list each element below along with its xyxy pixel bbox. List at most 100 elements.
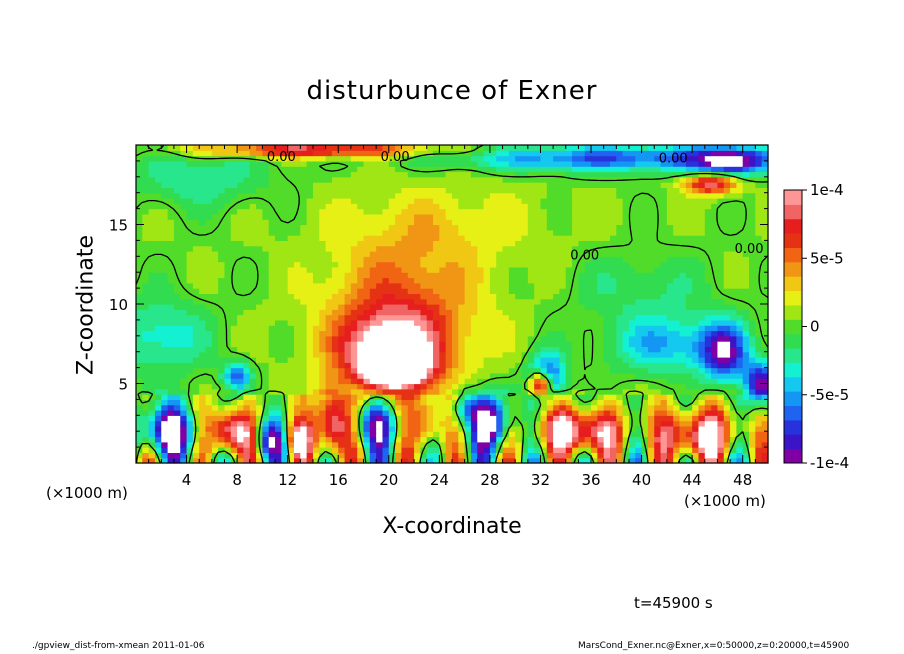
heatmap-cell	[357, 415, 365, 422]
heatmap-cell	[369, 155, 377, 162]
heatmap-cell	[331, 256, 339, 263]
heatmap-cell	[294, 266, 301, 273]
heatmap-cell	[433, 160, 440, 167]
heatmap-cell	[502, 367, 510, 374]
heatmap-cell	[610, 372, 617, 379]
heatmap-cell	[610, 293, 617, 300]
heatmap-cell	[578, 447, 586, 453]
heatmap-cell	[294, 245, 301, 252]
heatmap-cell	[192, 319, 200, 326]
heatmap-cell	[452, 362, 459, 369]
heatmap-cell	[376, 166, 384, 173]
heatmap-cell	[426, 383, 434, 390]
heatmap-cell	[527, 240, 535, 247]
heatmap-cell	[546, 357, 554, 363]
heatmap-cell	[262, 203, 270, 210]
heatmap-cell	[262, 240, 270, 247]
heatmap-cell	[464, 314, 472, 321]
heatmap-cell	[496, 229, 504, 236]
heatmap-cell	[591, 415, 598, 422]
heatmap-cell	[603, 420, 611, 427]
heatmap-cell	[173, 304, 181, 310]
heatmap-cell	[508, 256, 516, 263]
heatmap-cell	[616, 224, 624, 231]
heatmap-cell	[224, 457, 232, 464]
heatmap-cell	[167, 362, 175, 369]
heatmap-cell	[382, 362, 390, 369]
heatmap-cell	[515, 351, 523, 358]
heatmap-cell	[312, 192, 320, 199]
heatmap-cell	[540, 251, 548, 257]
heatmap-cell	[237, 325, 245, 332]
heatmap-cell	[407, 235, 415, 241]
heatmap-cell	[622, 452, 630, 459]
heatmap-cell	[287, 319, 295, 326]
heatmap-cell	[483, 399, 491, 406]
heatmap-cell	[186, 251, 194, 257]
heatmap-cell	[591, 298, 598, 305]
heatmap-cell	[578, 150, 586, 157]
heatmap-cell	[654, 314, 662, 321]
heatmap-cell	[275, 155, 282, 162]
heatmap-cell	[268, 155, 276, 162]
heatmap-cell	[572, 277, 579, 284]
heatmap-cell	[452, 160, 459, 167]
heatmap-cell	[281, 288, 289, 294]
heatmap-cell	[578, 415, 586, 422]
heatmap-cell	[647, 319, 655, 326]
heatmap-cell	[357, 176, 365, 183]
heatmap-cell	[199, 171, 207, 178]
heatmap-cell	[597, 145, 605, 151]
heatmap-cell	[167, 335, 175, 342]
heatmap-cell	[603, 410, 611, 416]
heatmap-cell	[262, 330, 270, 337]
heatmap-cell	[382, 224, 390, 231]
heatmap-cell	[218, 357, 226, 363]
x-unit-label-right: (×1000 m)	[684, 492, 766, 510]
heatmap-cell	[136, 362, 143, 369]
heatmap-cell	[167, 298, 175, 305]
heatmap-cell	[540, 346, 548, 353]
heatmap-cell	[464, 219, 472, 226]
heatmap-cell	[502, 213, 510, 220]
heatmap-cell	[173, 166, 181, 173]
heatmap-cell	[559, 357, 567, 363]
heatmap-cell	[281, 341, 289, 347]
heatmap-cell	[610, 457, 617, 464]
heatmap-cell	[565, 388, 573, 395]
heatmap-cell	[262, 425, 270, 432]
heatmap-cell	[641, 383, 649, 390]
heatmap-cell	[414, 372, 421, 379]
heatmap-cell	[173, 420, 181, 427]
heatmap-cell	[142, 182, 150, 188]
heatmap-cell	[527, 415, 535, 422]
heatmap-cell	[363, 288, 371, 294]
heatmap-cell	[420, 357, 428, 363]
heatmap-cell	[572, 240, 579, 247]
heatmap-cell	[635, 425, 643, 432]
heatmap-cell	[376, 256, 384, 263]
heatmap-cell	[262, 351, 270, 358]
heatmap-cell	[628, 431, 636, 438]
heatmap-cell	[521, 394, 529, 400]
heatmap-cell	[616, 203, 624, 210]
heatmap-cell	[357, 282, 365, 289]
heatmap-cell	[363, 198, 371, 204]
heatmap-cell	[445, 404, 453, 411]
heatmap-cell	[635, 304, 643, 310]
heatmap-cell	[553, 182, 561, 188]
heatmap-cell	[173, 388, 181, 395]
heatmap-cell	[565, 304, 573, 310]
heatmap-cell	[540, 213, 548, 220]
heatmap-cell	[426, 346, 434, 353]
heatmap-cell	[603, 452, 611, 459]
heatmap-cell	[414, 404, 421, 411]
heatmap-cell	[433, 282, 440, 289]
heatmap-cell	[407, 229, 415, 236]
heatmap-cell	[312, 436, 320, 443]
heatmap-cell	[546, 277, 554, 284]
heatmap-cell	[268, 150, 276, 157]
heatmap-cell	[306, 410, 314, 416]
heatmap-cell	[483, 166, 491, 173]
heatmap-cell	[230, 224, 238, 231]
